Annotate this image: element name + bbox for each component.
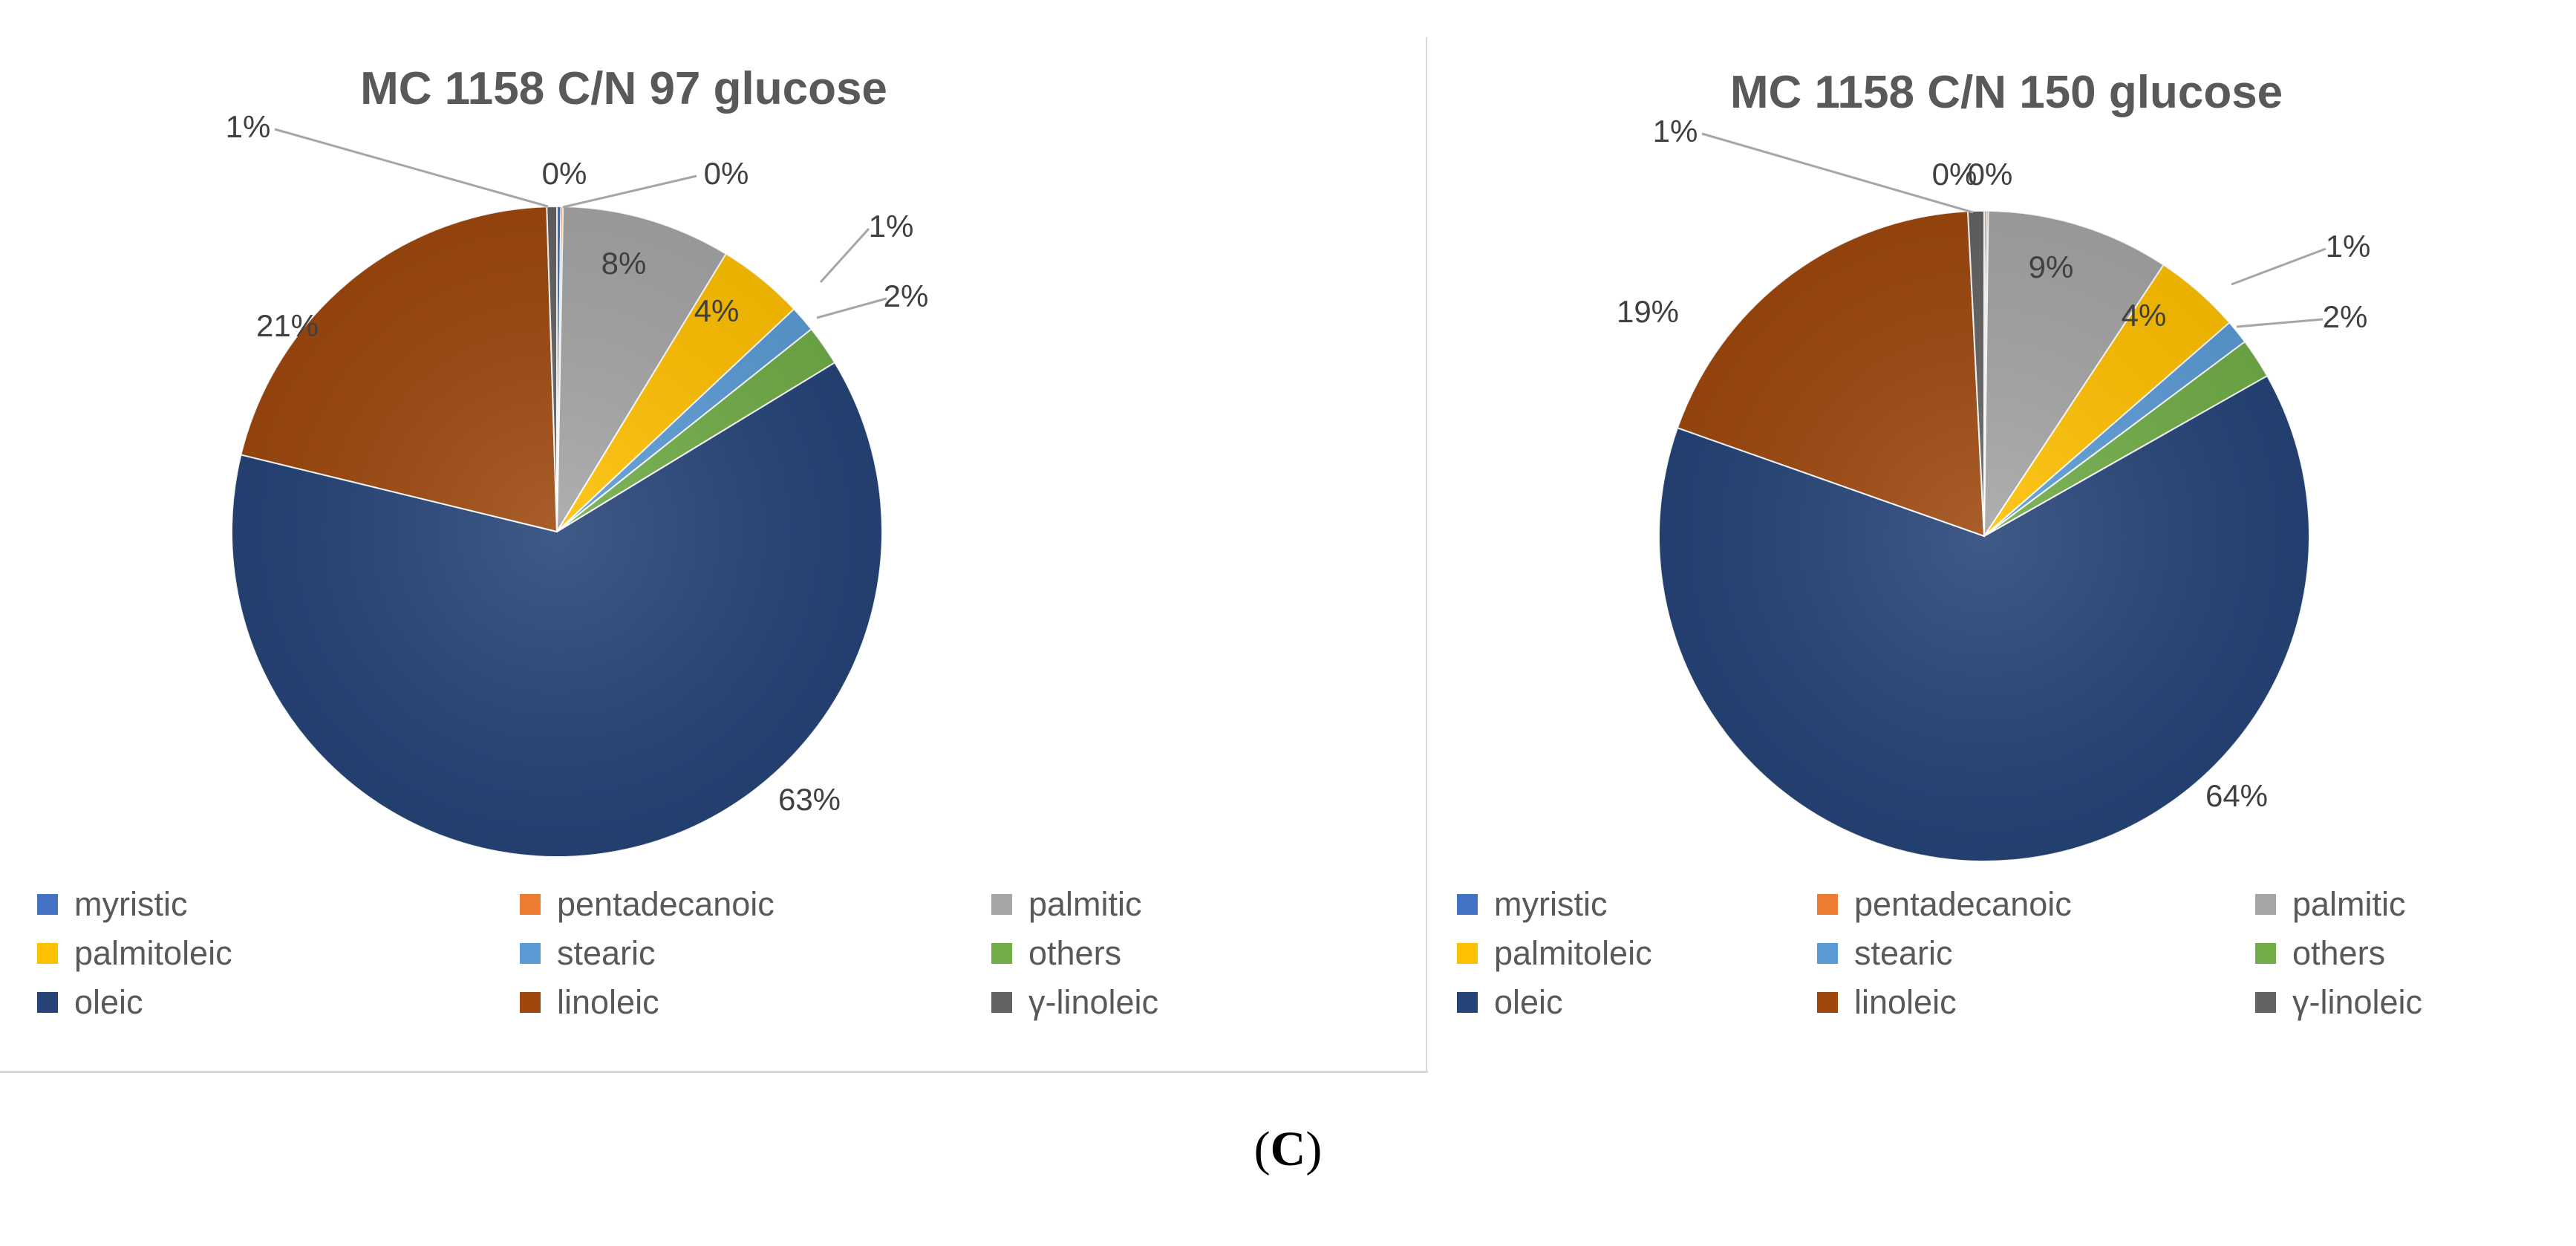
legend-swatch <box>520 943 541 964</box>
legend-item-stearic: stearic <box>520 931 991 976</box>
legend-swatch <box>1457 894 1478 915</box>
data-label-others: 2% <box>2323 299 2368 334</box>
data-label-palmitoleic: 4% <box>694 293 740 328</box>
data-label--linoleic: 1% <box>1653 114 1698 149</box>
leader-line-stearic <box>819 227 870 284</box>
data-label--linoleic: 1% <box>226 109 271 144</box>
legend-item-others: others <box>2255 931 2493 976</box>
legend-label: γ-linoleic <box>2292 983 2423 1021</box>
leader-line-others <box>816 297 887 319</box>
legend-swatch <box>37 943 58 964</box>
legend-c-n-97: myristic pentadecanoic palmitic palmitoleic… <box>37 882 1303 1025</box>
data-label-palmitic: 9% <box>2029 249 2074 284</box>
legend-swatch <box>37 894 58 915</box>
data-label-oleic: 64% <box>2205 778 2268 813</box>
data-label-oleic: 63% <box>778 782 841 817</box>
legend-label: pentadecanoic <box>557 885 775 923</box>
data-label-palmitic: 8% <box>601 246 647 281</box>
legend-swatch <box>1457 943 1478 964</box>
legend-item--linoleic: γ-linoleic <box>2255 980 2493 1025</box>
legend-swatch <box>991 943 1012 964</box>
chart-panel-c-n-150: MC 1158 C/N 150 glucose 0% 0% 9% 4% 1% 2% 64% 19… <box>1427 37 2576 1071</box>
legend-swatch <box>991 992 1012 1013</box>
data-label-stearic: 1% <box>2326 229 2371 264</box>
leader-line--linoleic <box>274 128 549 208</box>
legend-label: γ-linoleic <box>1028 983 1159 1021</box>
legend-item-oleic: oleic <box>1457 980 1817 1025</box>
legend-item-oleic: oleic <box>37 980 520 1025</box>
legend-item-others: others <box>991 931 1303 976</box>
data-label-palmitoleic: 4% <box>2122 298 2167 333</box>
legend-label: myristic <box>74 885 188 923</box>
legend-label: others <box>2292 934 2386 972</box>
legend-item-linoleic: linoleic <box>520 980 991 1025</box>
legend-item-linoleic: linoleic <box>1817 980 2255 1025</box>
data-label-pentadecanoic: 0% <box>704 156 749 191</box>
legend-swatch <box>2255 992 2276 1013</box>
legend-c-n-150: myristic pentadecanoic palmitic palmitoleic… <box>1457 882 2493 1025</box>
data-label-stearic: 1% <box>869 209 914 244</box>
figure-caption: (C) <box>0 1121 2576 1178</box>
legend-label: palmitoleic <box>74 934 232 972</box>
legend-label: stearic <box>557 934 656 972</box>
legend-item-palmitic: palmitic <box>991 882 1303 927</box>
chart-title: MC 1158 C/N 150 glucose <box>1730 67 2283 118</box>
legend-label: palmitic <box>2292 885 2406 923</box>
legend-swatch <box>2255 894 2276 915</box>
legend-item-myristic: myristic <box>37 882 520 927</box>
caption-close: ) <box>1305 1122 1323 1176</box>
legend-item-palmitoleic: palmitoleic <box>1457 931 1817 976</box>
legend-swatch <box>520 894 541 915</box>
chart-panel-c-n-97: MC 1158 C/N 97 glucose 0% 0% 8% 4% 1% 2% 63% 21%… <box>0 37 1428 1073</box>
legend-label: myristic <box>1494 885 1608 923</box>
data-label-linoleic: 19% <box>1617 294 1679 329</box>
legend-label: linoleic <box>1854 983 1957 1021</box>
caption-letter: C <box>1270 1122 1306 1176</box>
caption-open: ( <box>1253 1122 1271 1176</box>
leader-line-others <box>2236 318 2324 328</box>
chart-title: MC 1158 C/N 97 glucose <box>360 63 887 114</box>
legend-label: pentadecanoic <box>1854 885 2072 923</box>
legend-swatch <box>1457 992 1478 1013</box>
legend-swatch <box>1817 894 1838 915</box>
legend-item-pentadecanoic: pentadecanoic <box>1817 882 2255 927</box>
legend-label: stearic <box>1854 934 1953 972</box>
data-label-others: 2% <box>884 278 929 313</box>
legend-label: oleic <box>74 983 143 1021</box>
legend-item-stearic: stearic <box>1817 931 2255 976</box>
legend-swatch <box>1817 992 1838 1013</box>
legend-swatch <box>1817 943 1838 964</box>
legend-label: palmitoleic <box>1494 934 1652 972</box>
legend-item-palmitoleic: palmitoleic <box>37 931 520 976</box>
legend-item-pentadecanoic: pentadecanoic <box>520 882 991 927</box>
legend-label: palmitic <box>1028 885 1142 923</box>
leader-line-pentadecanoic <box>562 174 697 209</box>
legend-swatch <box>991 894 1012 915</box>
leader-line--linoleic <box>1701 132 1974 214</box>
legend-label: others <box>1028 934 1122 972</box>
legend-item-palmitic: palmitic <box>2255 882 2493 927</box>
legend-swatch <box>520 992 541 1013</box>
data-label-myristic: 0% <box>542 156 587 191</box>
legend-label: oleic <box>1494 983 1563 1021</box>
legend-swatch <box>2255 943 2276 964</box>
data-label-linoleic: 21% <box>256 308 319 343</box>
legend-swatch <box>37 992 58 1013</box>
legend-label: linoleic <box>557 983 659 1021</box>
data-label-myristic: 0% <box>1932 157 1977 192</box>
data-label-pentadecanoic: 0% <box>1968 157 2013 192</box>
legend-item-myristic: myristic <box>1457 882 1817 927</box>
leader-line-stearic <box>2231 247 2326 286</box>
legend-item--linoleic: γ-linoleic <box>991 980 1303 1025</box>
